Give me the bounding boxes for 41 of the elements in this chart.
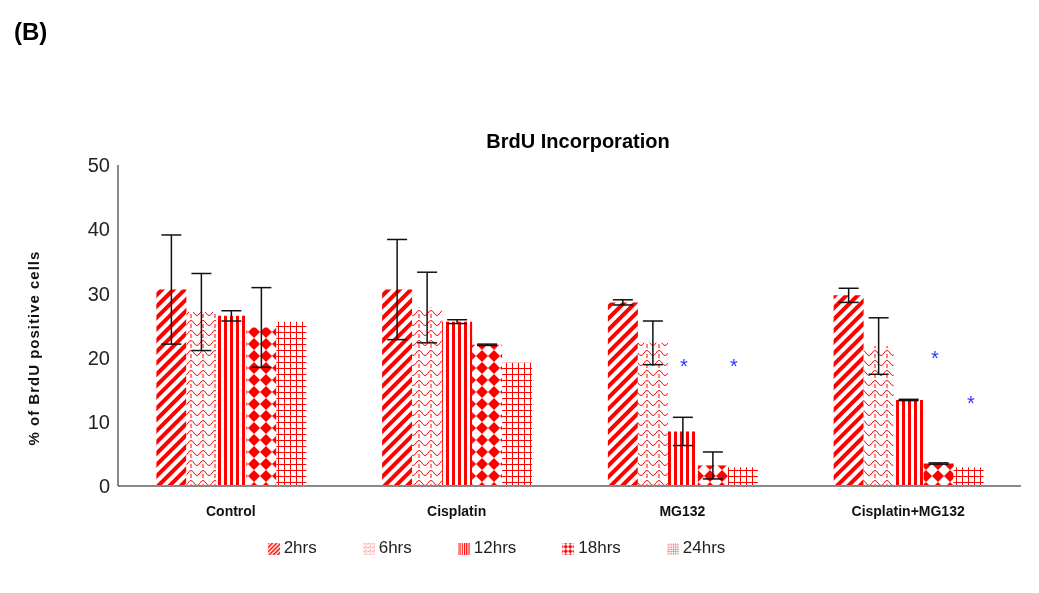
bar <box>216 315 247 486</box>
x-tick-label: MG132 <box>659 502 706 519</box>
annotation: * <box>931 347 939 370</box>
bar <box>502 362 533 486</box>
x-tick-label: Cisplatin <box>427 502 487 519</box>
bar <box>607 302 638 486</box>
legend-label: 6hrs <box>378 538 412 557</box>
text: (B) <box>14 18 48 46</box>
bar <box>246 327 277 486</box>
bar <box>863 346 894 486</box>
bar <box>276 321 307 486</box>
y-axis-title: % of BrdU positive cells <box>25 250 43 446</box>
bar <box>953 467 984 486</box>
bar <box>186 312 217 486</box>
bar <box>923 463 954 486</box>
legend-label: 24hrs <box>682 538 726 557</box>
y-tick-label: 10 <box>87 410 110 433</box>
bar <box>667 431 698 486</box>
legend-label: 12hrs <box>473 538 517 557</box>
x-tick-label: Control <box>205 502 256 519</box>
bar <box>893 399 924 486</box>
bar <box>637 342 668 486</box>
bar <box>412 307 443 486</box>
chart-title: BrdU Incorporation <box>485 130 671 153</box>
bar <box>156 289 187 486</box>
y-tick-label: 20 <box>87 346 110 369</box>
annotation: * <box>680 355 688 378</box>
legend-label: 18hrs <box>578 538 621 557</box>
x-tick-label: Cisplatin+MG132 <box>851 502 965 519</box>
bar <box>472 344 503 486</box>
y-tick-label: 30 <box>87 282 110 305</box>
bar <box>727 467 758 486</box>
annotation: * <box>967 392 975 415</box>
bar <box>442 321 473 486</box>
y-tick-label: 40 <box>87 218 110 241</box>
annotation: * <box>730 355 738 378</box>
legend-label: 2hrs <box>283 538 317 557</box>
y-tick-label: 50 <box>87 154 110 177</box>
bar <box>382 289 413 486</box>
y-tick-label: 0 <box>98 475 110 498</box>
bar <box>833 295 864 486</box>
